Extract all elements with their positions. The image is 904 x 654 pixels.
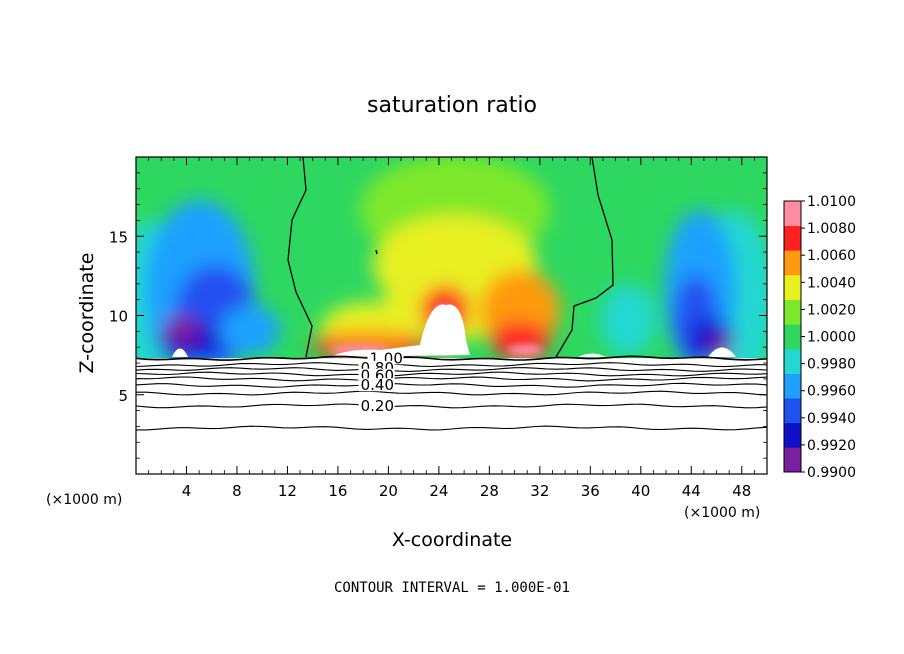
lower-contour-lines <box>135 355 768 431</box>
colorbar-label: 1.0040 <box>807 275 856 291</box>
x-axis-label: X-coordinate <box>392 529 512 551</box>
x-tick-label: 28 <box>480 482 499 500</box>
x-tick-label: 24 <box>429 482 448 500</box>
colorbar-label: 0.9920 <box>807 438 856 454</box>
contour-line <box>136 425 768 431</box>
x-tick-label: 44 <box>682 482 701 500</box>
contour-line <box>135 367 768 372</box>
contour-interval-text: CONTOUR INTERVAL = 1.000E-01 <box>334 580 570 596</box>
colorbar-label: 0.9980 <box>807 357 856 373</box>
contour-1.00 <box>555 157 614 358</box>
x-tick-label: 8 <box>232 482 242 500</box>
x-axis: 4 8 12 16 20 24 28 32 36 40 44 48 <box>148 157 755 500</box>
y-tick-label: 5 <box>118 387 128 405</box>
colorbar-segment <box>784 422 801 448</box>
x-unit-right: (×1000 m) <box>684 505 760 521</box>
colorbar-segment <box>784 373 801 399</box>
contour-1.00 <box>287 157 313 358</box>
contour-line <box>135 355 768 361</box>
y-tick-label: 10 <box>109 308 128 326</box>
x-tick-label: 16 <box>328 482 347 500</box>
y-axis: 5 10 15 <box>109 172 767 459</box>
x-tick-label: 48 <box>732 482 751 500</box>
colorbar-segment <box>784 348 801 374</box>
contour-label: 0.40 <box>361 376 394 394</box>
white-patch <box>578 353 606 357</box>
colorbar-label: 1.0100 <box>807 194 856 210</box>
x-tick-label: 36 <box>581 482 600 500</box>
colorbar-label: 1.0060 <box>807 248 856 264</box>
colorbar-label: 0.9960 <box>807 384 856 400</box>
x-tick-label: 12 <box>278 482 297 500</box>
y-axis-label: Z-coordinate <box>76 253 98 374</box>
x-unit-left: (×1000 m) <box>46 492 122 508</box>
contour-line <box>135 382 768 388</box>
contour-line <box>135 376 768 382</box>
x-tick-label: 4 <box>182 482 192 500</box>
colorbar-label: 0.9940 <box>807 411 856 427</box>
colorbar-segment <box>784 447 801 473</box>
colorbar: 0.9900 0.9920 0.9940 0.9960 0.9980 1.0000 1.00… <box>783 194 856 481</box>
colorbar-segment <box>784 274 801 300</box>
y-tick-label: 15 <box>109 228 128 246</box>
colorbar-segment <box>784 201 801 227</box>
white-patch <box>172 348 188 357</box>
contour-line <box>135 371 768 377</box>
colorbar-segment <box>784 250 801 276</box>
saturation-field <box>136 157 767 359</box>
x-tick-label: 32 <box>530 482 549 500</box>
colorbar-segment <box>784 299 801 325</box>
white-patch <box>708 347 736 357</box>
contour-fragment <box>375 249 378 255</box>
colorbar-segment <box>784 225 801 251</box>
white-patch <box>330 304 470 357</box>
chart-title: saturation ratio <box>367 93 537 118</box>
colorbar-label: 1.0000 <box>807 330 856 346</box>
colorbar-label: 1.0080 <box>807 221 856 237</box>
contour-labels: 1.000.800.600.400.20 <box>358 349 404 415</box>
contour-line <box>135 403 768 409</box>
contour-line <box>135 362 768 368</box>
contour-label-bg <box>358 398 395 412</box>
contour-line <box>136 390 768 396</box>
contour-label: 0.20 <box>361 397 394 415</box>
colorbar-label: 1.0020 <box>807 302 856 318</box>
colorbar-label: 0.9900 <box>807 465 856 481</box>
x-tick-label: 40 <box>631 482 650 500</box>
colorbar-segment <box>784 324 801 350</box>
contour-label-bg <box>358 378 395 392</box>
colorbar-segment <box>784 398 801 424</box>
x-tick-label: 20 <box>379 482 398 500</box>
